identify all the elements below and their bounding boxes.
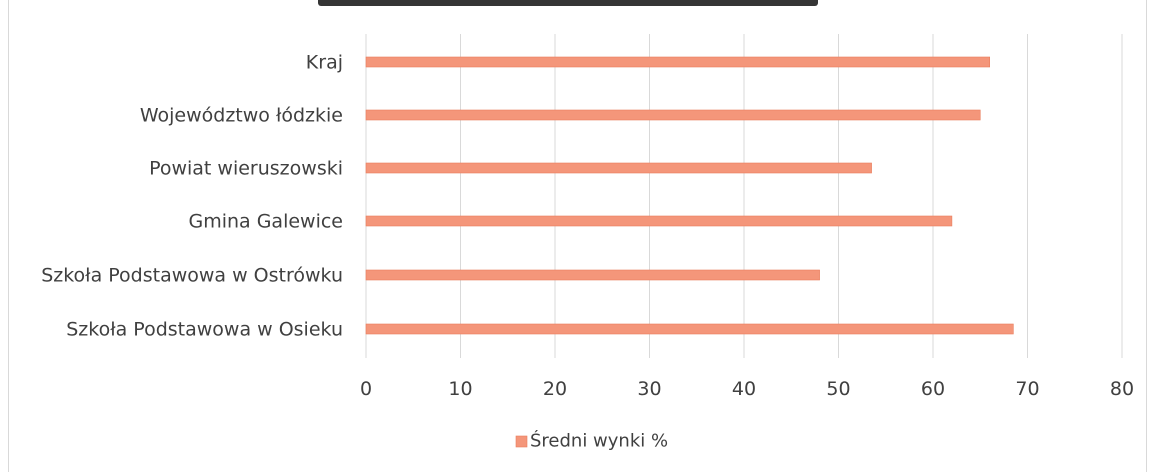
category-label-3: Gmina Galewice (188, 211, 343, 233)
bar-4 (365, 269, 820, 281)
bar-3 (365, 215, 953, 227)
category-label-0: Kraj (306, 52, 343, 74)
chart-right-border (1146, 0, 1147, 472)
category-label-5: Szkoła Podstawowa w Osieku (66, 319, 343, 341)
bar-layer (365, 56, 1014, 335)
x-tick-label-80: 80 (1110, 378, 1134, 400)
category-label-4: Szkoła Podstawowa w Ostrówku (41, 265, 343, 287)
legend: Średni wynki % (515, 430, 668, 452)
x-tick-label-20: 20 (543, 378, 567, 400)
cropped-title-fragment (318, 0, 818, 6)
x-tick-label-10: 10 (448, 378, 472, 400)
bar-5 (365, 323, 1014, 335)
x-tick-label-30: 30 (637, 378, 661, 400)
legend-swatch (515, 435, 528, 448)
x-tick-label-0: 0 (360, 378, 372, 400)
x-tick-label-60: 60 (921, 378, 945, 400)
chart-left-border (8, 0, 9, 472)
bar-1 (365, 109, 981, 121)
x-tick-label-50: 50 (826, 378, 850, 400)
legend-label: Średni wynki % (530, 430, 668, 452)
x-tick-layer: 0 10 20 30 40 50 60 70 80 (360, 378, 1134, 400)
bar-2 (365, 162, 872, 174)
x-tick-label-40: 40 (732, 378, 756, 400)
x-tick-label-70: 70 (1015, 378, 1039, 400)
category-label-2: Powiat wieruszowski (149, 158, 343, 180)
category-label-1: Województwo łódzkie (140, 105, 343, 127)
grid-layer (365, 34, 1123, 358)
category-label-layer: Kraj Województwo łódzkie Powiat wieruszows… (41, 52, 343, 341)
bar-0 (365, 56, 991, 68)
